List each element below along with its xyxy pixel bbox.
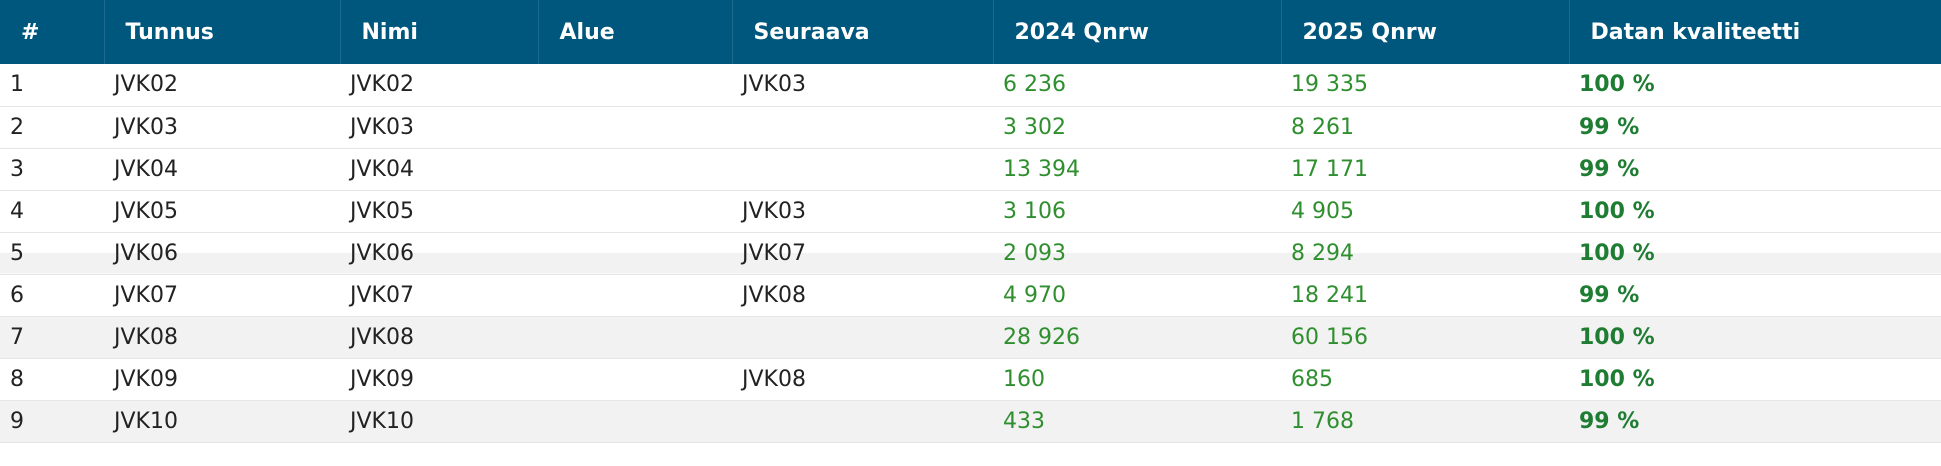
table-cell: 1 768 [1281,400,1569,443]
table-cell: JVK08 [104,316,340,359]
table-row: 6 JVK07 JVK07 JVK08 4 970 18 241 99 % [0,274,1941,317]
table-cell: 28 926 [993,316,1281,359]
table-cell: JVK09 [340,358,538,401]
column-header: Tunnus [103,0,340,64]
table-cell: JVK03 [732,190,993,233]
table-cell: JVK04 [104,148,340,191]
table-row: 1 JVK02 JVK02 JVK03 6 236 19 335 100 % [0,64,1941,107]
table-cell: JVK05 [340,190,538,233]
table-cell: JVK02 [104,64,340,107]
table-cell [538,400,732,443]
table-cell: 160 [993,358,1281,401]
table-cell: JVK05 [104,190,340,233]
data-table: # Tunnus Nimi Alue Seuraava 2024 Qnrw 2025 Qnr… [0,0,1941,443]
table-cell: JVK08 [732,274,993,317]
table-cell: 8 261 [1281,106,1569,149]
table-cell: 99 % [1569,400,1941,443]
table-row: 8 JVK09 JVK09 JVK08 160 685 100 % [0,358,1941,401]
table-cell: 3 [0,148,104,191]
table-cell: 60 156 [1281,316,1569,359]
table-cell: 1 [0,64,104,107]
table-cell [538,232,732,275]
column-header: 2024 Qnrw [992,0,1281,64]
table-cell: 4 905 [1281,190,1569,233]
column-header: # [0,0,104,64]
table-cell: 3 106 [993,190,1281,233]
table-cell: JVK03 [340,106,538,149]
table-cell [538,64,732,107]
table-cell [732,400,993,443]
table-row: 5 JVK06 JVK06 JVK07 2 093 8 294 100 % [0,232,1941,275]
table-cell [538,106,732,149]
table-cell: 6 236 [993,64,1281,107]
table-cell: JVK10 [104,400,340,443]
column-header: Datan kvaliteetti [1568,0,1941,64]
table-cell: 100 % [1569,64,1941,107]
table-cell: JVK08 [340,316,538,359]
table-row: 7 JVK08 JVK08 28 926 60 156 100 % [0,316,1941,359]
table-cell: JVK07 [104,274,340,317]
column-header: Alue [537,0,732,64]
table-cell: 99 % [1569,148,1941,191]
table-cell: 5 [0,232,104,275]
table-cell: 100 % [1569,190,1941,233]
table-header: # Tunnus Nimi Alue Seuraava 2024 Qnrw 2025 Qnr… [0,0,1941,64]
table-cell [732,316,993,359]
table-cell: JVK03 [732,64,993,107]
table-cell: JVK03 [104,106,340,149]
table-cell: 2 093 [993,232,1281,275]
table-cell: 6 [0,274,104,317]
column-header: 2025 Qnrw [1280,0,1569,64]
table-row: 3 JVK04 JVK04 13 394 17 171 99 % [0,148,1941,191]
table-cell: 99 % [1569,274,1941,317]
table-cell: JVK06 [104,232,340,275]
table-cell: 7 [0,316,104,359]
table-cell: 433 [993,400,1281,443]
table-cell: JVK10 [340,400,538,443]
table-cell: 3 302 [993,106,1281,149]
table-cell: JVK07 [340,274,538,317]
table-body: 1 JVK02 JVK02 JVK03 6 236 19 335 100 % 2 JVK03 JV… [0,64,1941,443]
table-cell: JVK02 [340,64,538,107]
table-cell: 4 970 [993,274,1281,317]
table-cell: 17 171 [1281,148,1569,191]
table-cell: 9 [0,400,104,443]
table-cell: 18 241 [1281,274,1569,317]
table-cell: 19 335 [1281,64,1569,107]
table-cell [538,358,732,401]
table-cell: 100 % [1569,358,1941,401]
table-cell: JVK04 [340,148,538,191]
column-header: Seuraava [731,0,993,64]
table-cell: 100 % [1569,316,1941,359]
table-cell: 4 [0,190,104,233]
table-cell: 99 % [1569,106,1941,149]
table-row: 4 JVK05 JVK05 JVK03 3 106 4 905 100 % [0,190,1941,233]
table-cell [538,148,732,191]
table-cell: JVK08 [732,358,993,401]
column-header: Nimi [339,0,538,64]
table-cell: 13 394 [993,148,1281,191]
table-cell: 8 [0,358,104,401]
table-cell: 2 [0,106,104,149]
table-cell [538,274,732,317]
table-cell: JVK06 [340,232,538,275]
table-cell: 100 % [1569,232,1941,275]
table-row: 9 JVK10 JVK10 433 1 768 99 % [0,400,1941,443]
table-cell: JVK07 [732,232,993,275]
table-cell: 685 [1281,358,1569,401]
table-cell [732,106,993,149]
table-cell [538,316,732,359]
table-cell [732,148,993,191]
table-row: 2 JVK03 JVK03 3 302 8 261 99 % [0,106,1941,149]
table-cell: 8 294 [1281,232,1569,275]
table-cell: JVK09 [104,358,340,401]
table-cell [538,190,732,233]
